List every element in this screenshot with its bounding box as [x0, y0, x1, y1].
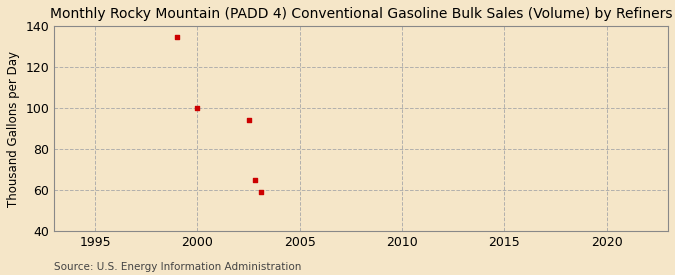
- Text: Source: U.S. Energy Information Administration: Source: U.S. Energy Information Administ…: [54, 262, 301, 272]
- Point: [192, 106, 203, 110]
- Point: [256, 190, 267, 194]
- Y-axis label: Thousand Gallons per Day: Thousand Gallons per Day: [7, 51, 20, 207]
- Point: [171, 34, 182, 39]
- Point: [243, 118, 254, 123]
- Title: Monthly Rocky Mountain (PADD 4) Conventional Gasoline Bulk Sales (Volume) by Ref: Monthly Rocky Mountain (PADD 4) Conventi…: [50, 7, 672, 21]
- Point: [249, 178, 260, 182]
